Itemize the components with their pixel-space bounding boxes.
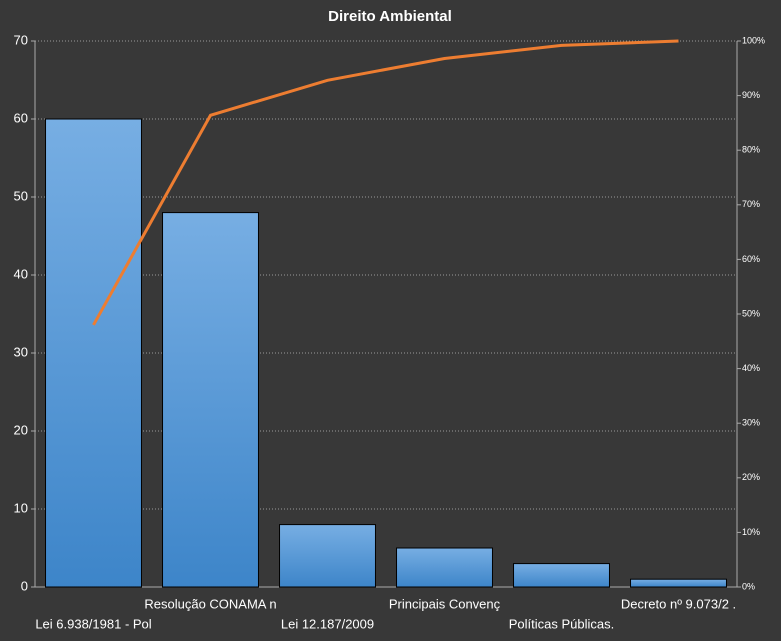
y2-tick-label: 90% (742, 90, 760, 100)
cumulative-line (92, 39, 679, 326)
y-tick-label: 50 (14, 188, 28, 203)
bar (630, 578, 727, 588)
bar (45, 118, 142, 588)
y2-tick-label: 80% (742, 145, 760, 155)
x-tick-label: Decreto nº 9.073/2 . (621, 596, 736, 611)
bar (396, 547, 493, 588)
y-tick-label: 10 (14, 500, 28, 515)
y2-tick-label: 60% (742, 254, 760, 264)
bar (513, 563, 610, 588)
y-tick-label: 0 (21, 578, 28, 593)
y2-tick-label: 40% (742, 363, 760, 373)
bar (162, 212, 259, 588)
y-tick-label: 40 (14, 266, 28, 281)
y-tick-label: 20 (14, 422, 28, 437)
x-tick-label: Políticas Públicas. (509, 616, 615, 631)
y2-tick-label: 0% (742, 581, 755, 591)
y2-tick-label: 10% (742, 527, 760, 537)
y2-tick-label: 100% (742, 35, 765, 45)
y-tick-label: 70 (14, 32, 28, 47)
y2-tick-label: 30% (742, 418, 760, 428)
y-tick-label: 30 (14, 344, 28, 359)
x-tick-label: Resolução CONAMA n (144, 596, 276, 611)
x-tick-label: Lei 12.187/2009 (281, 616, 374, 631)
x-tick-label: Lei 6.938/1981 - Pol (35, 616, 151, 631)
y-tick-label: 60 (14, 110, 28, 125)
bar (279, 524, 376, 588)
y2-tick-label: 20% (742, 472, 760, 482)
chart-title: Direito Ambiental (328, 8, 452, 25)
x-tick-label: Principais Convenç (389, 596, 501, 611)
y2-tick-label: 70% (742, 199, 760, 209)
y2-tick-label: 50% (742, 308, 760, 318)
